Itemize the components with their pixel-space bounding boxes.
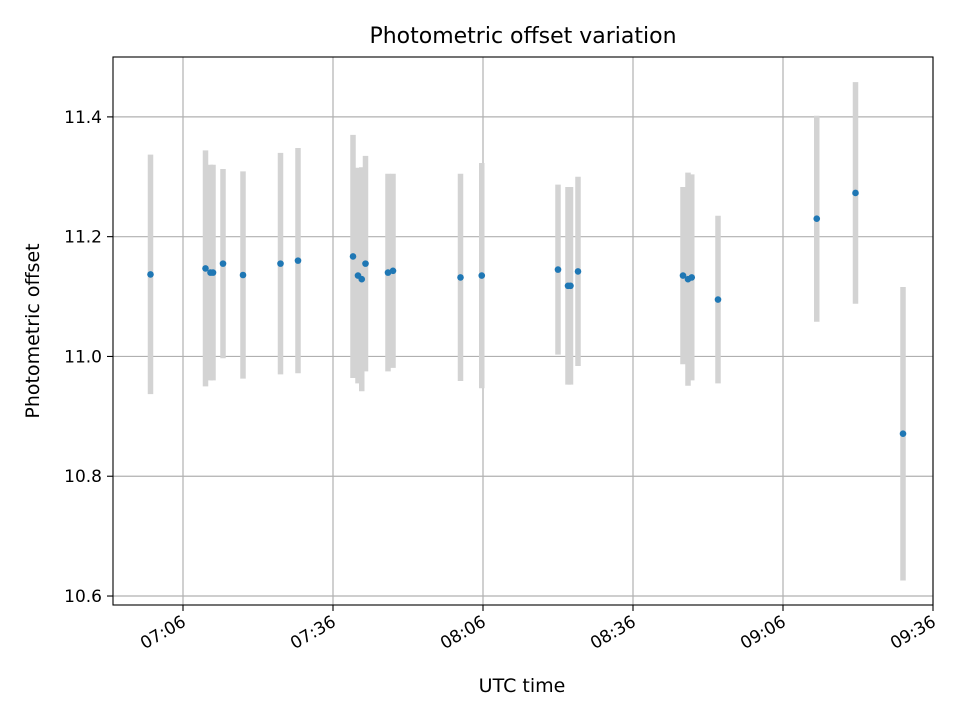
data-point: [239, 271, 247, 279]
chart-title: Photometric offset variation: [369, 24, 676, 49]
data-point: [209, 269, 217, 276]
data-point: [358, 275, 366, 283]
data-point: [202, 265, 209, 272]
data-points: [147, 189, 907, 438]
y-tick-label: 11.0: [64, 347, 102, 367]
data-point: [389, 267, 397, 275]
data-point: [899, 430, 907, 438]
data-point: [714, 296, 722, 303]
y-tick-label: 10.8: [64, 467, 102, 487]
data-point: [688, 274, 696, 281]
data-point: [349, 253, 357, 260]
y-tick-label: 11.4: [64, 108, 102, 128]
data-point: [219, 260, 227, 267]
data-point: [384, 269, 392, 276]
data-point: [554, 266, 562, 273]
plot-frame: [112, 56, 934, 606]
plot-area: [113, 57, 933, 605]
y-tick-label: 11.2: [64, 228, 102, 248]
data-point: [478, 272, 486, 279]
x-axis-label: UTC time: [479, 675, 566, 697]
data-point: [679, 272, 687, 279]
data-point: [567, 282, 574, 290]
y-tick-label: 10.6: [64, 587, 102, 607]
data-point: [362, 260, 369, 267]
data-point: [277, 260, 284, 267]
data-point: [294, 257, 302, 264]
data-point: [147, 271, 154, 278]
y-axis: 10.6 10.8 11.0 11.2 11.4: [64, 108, 113, 607]
y-axis-label: Photometric offset: [22, 243, 44, 418]
data-point: [457, 274, 464, 281]
data-point: [813, 215, 821, 223]
data-point: [852, 189, 859, 197]
data-point: [574, 268, 582, 275]
